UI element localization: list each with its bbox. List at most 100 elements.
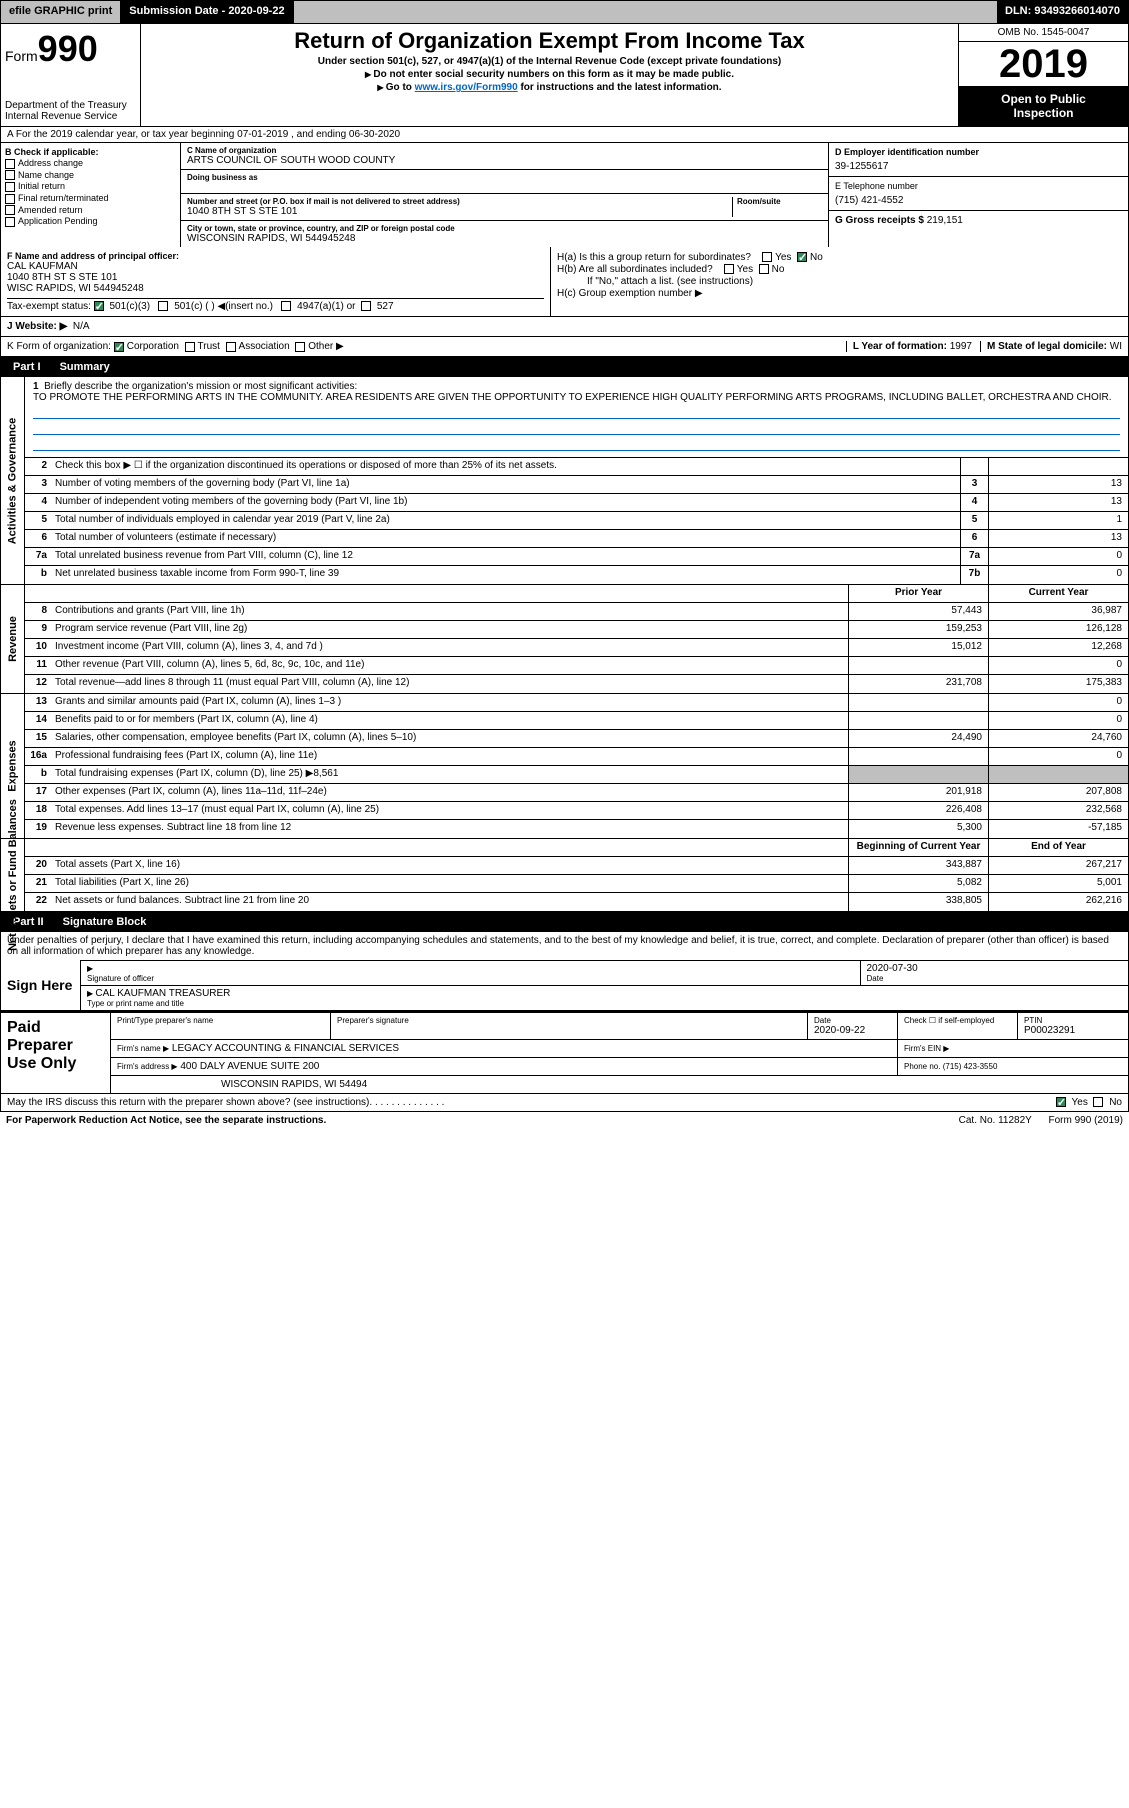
row-val: 0 xyxy=(988,566,1128,584)
row-current: 267,217 xyxy=(988,857,1128,874)
chk-corp[interactable] xyxy=(114,342,124,352)
tax-exempt-label: Tax-exempt status: xyxy=(7,301,91,312)
year-formation: L Year of formation: 1997 xyxy=(846,341,972,352)
briefly-block: 1 Briefly describe the organization's mi… xyxy=(25,377,1128,458)
website-val: N/A xyxy=(73,321,90,332)
table-row: 11 Other revenue (Part VIII, column (A),… xyxy=(25,657,1128,675)
table-row: 16a Professional fundraising fees (Part … xyxy=(25,748,1128,766)
hdr2-prior: Beginning of Current Year xyxy=(848,839,988,856)
col-header2-row: Beginning of Current Year End of Year xyxy=(25,839,1128,857)
prep-sig-lbl: Preparer's signature xyxy=(337,1016,801,1025)
discuss-no[interactable] xyxy=(1093,1097,1103,1107)
row-prior: 231,708 xyxy=(848,675,988,693)
row-val xyxy=(988,458,1128,475)
row-num: 15 xyxy=(25,730,51,747)
city-row: City or town, state or province, country… xyxy=(181,221,828,247)
row-num: 19 xyxy=(25,820,51,838)
prep-ptin-val: P00023291 xyxy=(1024,1025,1122,1036)
sig-intro: Under penalties of perjury, I declare th… xyxy=(1,932,1128,960)
discuss-row: May the IRS discuss this return with the… xyxy=(0,1094,1129,1112)
ein-label: D Employer identification number xyxy=(835,147,1122,157)
chk-pending[interactable]: Application Pending xyxy=(5,216,176,227)
table-row: 19 Revenue less expenses. Subtract line … xyxy=(25,820,1128,838)
sig-name: CAL KAUFMAN TREASURER xyxy=(87,988,1122,999)
row-desc: Investment income (Part VIII, column (A)… xyxy=(51,639,848,656)
gross-label: G Gross receipts $ xyxy=(835,215,924,226)
table-row: 21 Total liabilities (Part X, line 26) 5… xyxy=(25,875,1128,893)
prep-row1: Print/Type preparer's name Preparer's si… xyxy=(111,1013,1128,1040)
website-cell: J Website: ▶ N/A xyxy=(1,317,1128,336)
chk-501c3[interactable] xyxy=(94,301,104,311)
row-num: 17 xyxy=(25,784,51,801)
row-desc: Contributions and grants (Part VIII, lin… xyxy=(51,603,848,620)
chk-501c[interactable] xyxy=(158,301,168,311)
city-label: City or town, state or province, country… xyxy=(187,224,822,233)
efile-button[interactable]: efile GRAPHIC print xyxy=(1,1,121,23)
gross-val: 219,151 xyxy=(927,215,963,226)
ein-val: 39-1255617 xyxy=(835,161,1122,172)
chk-amended[interactable]: Amended return xyxy=(5,205,176,216)
row-num: 3 xyxy=(25,476,51,493)
chk-assoc[interactable] xyxy=(226,342,236,352)
form-990: 990 xyxy=(38,28,98,69)
firm-ein-lbl: Firm's EIN ▶ xyxy=(904,1044,949,1053)
row-desc: Total number of individuals employed in … xyxy=(51,512,960,529)
chk-name[interactable]: Name change xyxy=(5,170,176,181)
row-prior: 24,490 xyxy=(848,730,988,747)
dept-line2: Internal Revenue Service xyxy=(5,111,136,122)
row-desc: Salaries, other compensation, employee b… xyxy=(51,730,848,747)
chk-trust[interactable] xyxy=(185,342,195,352)
row-desc: Revenue less expenses. Subtract line 18 … xyxy=(51,820,848,838)
part2-header: Part II Signature Block xyxy=(0,912,1129,932)
ha-no[interactable] xyxy=(797,252,807,262)
tax-exempt-row: Tax-exempt status: 501(c)(3) 501(c) ( ) … xyxy=(7,301,544,312)
opt-501c: 501(c) ( ) ◀(insert no.) xyxy=(174,301,273,312)
addr-label: Number and street (or P.O. box if mail i… xyxy=(187,197,732,206)
prep-date-val: 2020-09-22 xyxy=(814,1025,891,1036)
part1-header: Part I Summary xyxy=(0,357,1129,377)
row-num: 16a xyxy=(25,748,51,765)
row-box xyxy=(960,458,988,475)
row-num: 2 xyxy=(25,458,51,475)
irs-link[interactable]: www.irs.gov/Form990 xyxy=(415,82,518,93)
chk-4947[interactable] xyxy=(281,301,291,311)
sig-name-cell: CAL KAUFMAN TREASURER Type or print name… xyxy=(81,986,1128,1010)
firm-city: WISCONSIN RAPIDS, WI 54494 xyxy=(111,1076,1128,1093)
header-right: OMB No. 1545-0047 2019 Open to Public In… xyxy=(958,24,1128,126)
ha-yes[interactable] xyxy=(762,252,772,262)
hdr-current: Current Year xyxy=(988,585,1128,602)
discuss-yes[interactable] xyxy=(1056,1097,1066,1107)
row-prior: 201,918 xyxy=(848,784,988,801)
sig-date: 2020-07-30 xyxy=(867,963,1123,974)
table-row: b Net unrelated business taxable income … xyxy=(25,566,1128,584)
row-current: 36,987 xyxy=(988,603,1128,620)
row-current: 0 xyxy=(988,748,1128,765)
chk-initial[interactable]: Initial return xyxy=(5,181,176,192)
chk-other[interactable] xyxy=(295,342,305,352)
table-row: 9 Program service revenue (Part VIII, li… xyxy=(25,621,1128,639)
hb-no[interactable] xyxy=(759,264,769,274)
paperwork-notice: For Paperwork Reduction Act Notice, see … xyxy=(6,1115,326,1126)
chk-address[interactable]: Address change xyxy=(5,158,176,169)
block-b: B Check if applicable: Address change Na… xyxy=(1,143,181,247)
row-prior: 5,082 xyxy=(848,875,988,892)
open-public: Open to Public Inspection xyxy=(959,86,1128,126)
table-row: 4 Number of independent voting members o… xyxy=(25,494,1128,512)
row-val: 1 xyxy=(988,512,1128,529)
hb-yes[interactable] xyxy=(724,264,734,274)
sign-here: Sign Here xyxy=(1,960,81,1010)
officer-name: CAL KAUFMAN xyxy=(7,261,544,272)
state-domicile: M State of legal domicile: WI xyxy=(980,341,1122,352)
chk-final[interactable]: Final return/terminated xyxy=(5,193,176,204)
expenses-section: Expenses 13 Grants and similar amounts p… xyxy=(0,694,1129,839)
phone-val: (715) 421-4552 xyxy=(835,195,1122,206)
prep-row4: WISCONSIN RAPIDS, WI 54494 xyxy=(111,1076,1128,1093)
prep-date-lbl: Date xyxy=(814,1016,891,1025)
row-klm: K Form of organization: Corporation Trus… xyxy=(0,337,1129,357)
part1-title: Summary xyxy=(60,361,110,373)
row-prior: 159,253 xyxy=(848,621,988,638)
row-current: 262,216 xyxy=(988,893,1128,911)
row-desc: Total expenses. Add lines 13–17 (must eq… xyxy=(51,802,848,819)
row-box: 7b xyxy=(960,566,988,584)
chk-527[interactable] xyxy=(361,301,371,311)
